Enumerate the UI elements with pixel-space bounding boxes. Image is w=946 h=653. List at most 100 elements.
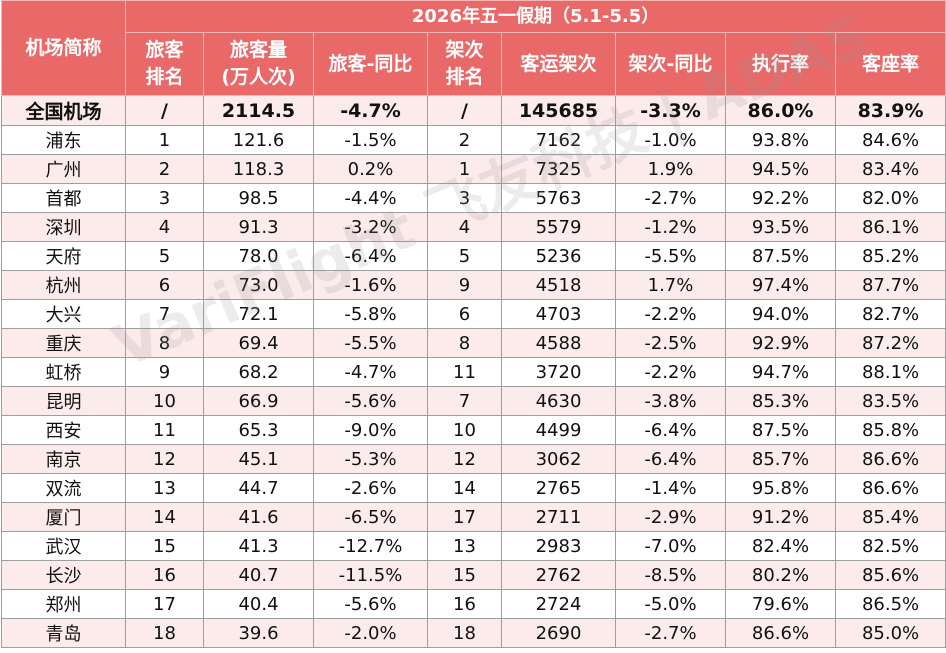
table-cell: 86.0% [725,95,836,126]
table-row: 武汉 15 41.3 -12.7% 13 2983 -7.0% 82.4% 82.5% [1,531,946,561]
table-cell: 12 [125,444,204,474]
table-cell: 2711 [501,502,616,532]
table-cell: 91.2% [725,502,836,532]
table-cell: 1.7% [615,270,726,300]
column-header-line: 客座率 [862,52,920,75]
table-cell: 118.3 [203,154,314,184]
table-cell: 95.8% [725,473,836,503]
column-header: 客运架次 [501,32,616,96]
table-cell: 85.4% [834,502,946,532]
airport-name-cell: 西安 [1,415,126,445]
table-cell: -11.5% [313,560,428,590]
table-cell: -1.4% [615,473,726,503]
airport-name-cell: 浦东 [1,125,126,155]
table-cell: 87.2% [834,328,946,358]
total-row: 全国机场/2114.5 -4.7%/145685 -3.3% 86.0% 83.9% [1,95,946,126]
airport-name-cell: 广州 [1,154,126,184]
table-cell: -3.2% [313,212,428,242]
table-cell: -7.0% [615,531,726,561]
table-cell: 68.2 [203,357,314,387]
table-cell: 16 [125,560,204,590]
table-cell: 17 [427,502,502,532]
airport-name-cell: 虹桥 [1,357,126,387]
table-cell: 2762 [501,560,616,590]
table-cell: 1 [427,154,502,184]
table-cell: 4499 [501,415,616,445]
table-cell: 94.0% [725,299,836,329]
table-cell: 5236 [501,241,616,271]
table-cell: 14 [125,502,204,532]
table-cell: 5763 [501,183,616,213]
table-cell: 145685 [501,95,616,126]
table-cell: -4.4% [313,183,428,213]
table-cell: 1.9% [615,154,726,184]
table-row: 双流 13 44.7 -2.6% 14 2765 -1.4% 95.8% 86.6% [1,473,946,503]
table-cell: -2.2% [615,357,726,387]
airport-name-cell: 南京 [1,444,126,474]
table-cell: -2.9% [615,502,726,532]
table-cell: -5.6% [313,386,428,416]
table-cell: 85.6% [834,560,946,590]
airport-name-cell: 天府 [1,241,126,271]
table-cell: -5.5% [313,328,428,358]
column-header-line: 执行率 [751,52,809,75]
table-cell: 73.0 [203,270,314,300]
table-cell: 9 [125,357,204,387]
airport-name-cell: 长沙 [1,560,126,590]
table-cell: -2.2% [615,299,726,329]
table-cell: 83.9% [834,95,946,126]
table-cell: 2114.5 [203,95,314,126]
table-row: 郑州 17 40.4 -5.6% 16 2724 -5.0% 79.6% 86.5% [1,589,946,619]
table-cell: 3062 [501,444,616,474]
table-cell: 2765 [501,473,616,503]
table-cell: -4.7% [313,95,428,126]
table-cell: 15 [125,531,204,561]
table-cell: 40.4 [203,589,314,619]
table-cell: 86.5% [834,589,946,619]
table-cell: 2 [125,154,204,184]
table-row: 广州 2 118.3 0.2% 1 7325 1.9% 94.5% 83.4% [1,154,946,184]
table-cell: 82.0% [834,183,946,213]
table-cell: -2.7% [615,183,726,213]
table-cell: 41.3 [203,531,314,561]
airport-name-cell: 重庆 [1,328,126,358]
table-cell: 6 [427,299,502,329]
table-cell: 13 [125,473,204,503]
table-cell: -1.5% [313,125,428,155]
table-cell: 87.5% [725,241,836,271]
table-cell: 2724 [501,589,616,619]
table-cell: 4 [427,212,502,242]
table-cell: -1.2% [615,212,726,242]
table-cell: 6 [125,270,204,300]
table-row: 深圳 4 91.3 -3.2% 4 5579 -1.2% 93.5% 86.1% [1,212,946,242]
table-cell: 8 [427,328,502,358]
table-cell: 82.5% [834,531,946,561]
column-header: 客座率 [834,32,946,96]
table-cell: 0.2% [313,154,428,184]
table-cell: 10 [427,415,502,445]
table-row: 西安 11 65.3 -9.0% 10 4499 -6.4% 87.5% 85.8% [1,415,946,445]
table-cell: 17 [125,589,204,619]
table-cell: 13 [427,531,502,561]
table-cell: -2.0% [313,618,428,648]
column-header-line: (万人次) [221,66,296,88]
table-cell: 93.5% [725,212,836,242]
table-cell: -12.7% [313,531,428,561]
table-cell: 9 [427,270,502,300]
column-header-line: 旅客 [145,39,184,61]
column-header: 旅客-同比 [313,32,428,96]
table-cell: 7325 [501,154,616,184]
table-cell: -6.4% [615,444,726,474]
table-cell: 44.7 [203,473,314,503]
column-header-line: 旅客量 [229,39,287,61]
table-cell: 83.4% [834,154,946,184]
table-cell: 7 [427,386,502,416]
airport-name-cell: 青岛 [1,618,126,648]
table-cell: -6.5% [313,502,428,532]
table-cell: 91.3 [203,212,314,242]
table-cell: 8 [125,328,204,358]
table-cell: 86.6% [834,473,946,503]
table-cell: -5.5% [615,241,726,271]
table-cell: -3.8% [615,386,726,416]
